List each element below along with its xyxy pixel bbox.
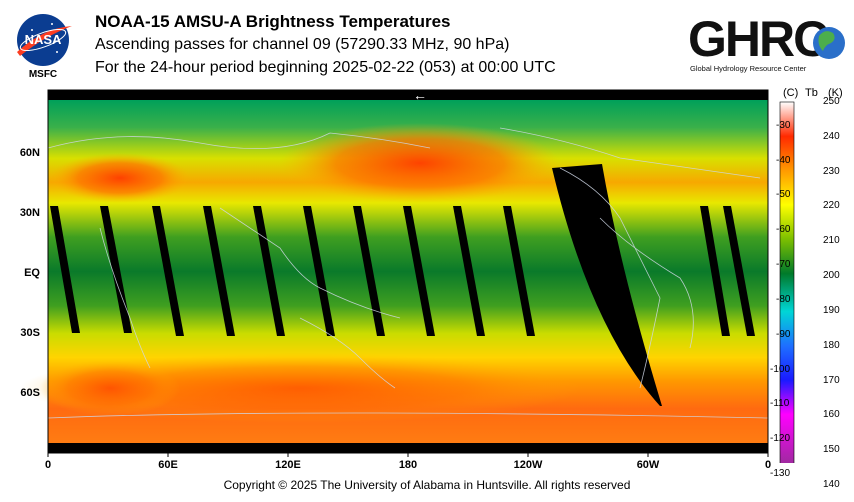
lon-label-180: 180 xyxy=(398,459,418,471)
page-title: NOAA-15 AMSU-A Brightness Temperatures xyxy=(95,12,451,31)
colorbar-kelvin-label: 140 xyxy=(823,479,840,490)
colorbar-celsius-label: -110 xyxy=(770,398,790,410)
lon-label-120e: 120E xyxy=(275,459,301,471)
ghrc-logo: GHRC Global Hydrology Resource Center xyxy=(686,10,854,78)
colorbar-kelvin-label: 250 xyxy=(823,96,840,107)
map-bottom-bar xyxy=(48,443,768,453)
colorbar-celsius-label: -80 xyxy=(776,293,791,305)
colorbar-kelvin-label: 160 xyxy=(823,409,840,421)
colorbar-celsius-label: -70 xyxy=(776,259,791,271)
colorbar-celsius-label: -130 xyxy=(770,468,791,480)
lat-label-30s: 30S xyxy=(20,327,40,339)
colorbar-kelvin-label: 240 xyxy=(823,130,840,142)
colorbar-celsius-label: -30 xyxy=(776,119,791,131)
svg-text:NASA: NASA xyxy=(25,32,62,47)
colorbar-kelvin-label: 150 xyxy=(823,444,840,456)
colorbar-kelvin-label: 180 xyxy=(823,339,840,351)
colorbar-kelvin-label: 170 xyxy=(823,374,840,386)
title-block: NOAA-15 AMSU-A Brightness Temperatures A… xyxy=(95,10,655,79)
colorbar-celsius-label: -90 xyxy=(776,328,791,340)
map-area: ← xyxy=(0,87,854,484)
colorbar-kelvin-label: 230 xyxy=(823,165,840,177)
colorbar-celsius-label: -120 xyxy=(770,433,791,445)
colorbar-kelvin-label: 220 xyxy=(823,200,840,212)
swath-gaps xyxy=(50,164,755,406)
lat-label-60n: 60N xyxy=(19,147,40,159)
svg-text:GHRC: GHRC xyxy=(688,11,828,67)
colorbar-celsius-label: -40 xyxy=(776,154,791,166)
colorbar-kelvin-label: 190 xyxy=(823,304,840,316)
svg-text:Global Hydrology Resource Cent: Global Hydrology Resource Center xyxy=(690,64,807,73)
lat-label-eq: EQ xyxy=(24,267,40,279)
lat-label-60s: 60S xyxy=(20,387,40,399)
lon-label-120w: 120W xyxy=(513,459,543,471)
colorbar-celsius-label: -100 xyxy=(770,363,791,375)
colorbar-celsius-label: -50 xyxy=(776,189,791,201)
sun-arrow: ← xyxy=(413,88,427,103)
lon-label-0-right: 0 xyxy=(764,459,772,471)
colorbar-celsius-label: -60 xyxy=(776,224,791,236)
lon-label-60w: 60W xyxy=(636,459,660,471)
lat-label-30n: 30N xyxy=(19,207,40,219)
lon-label-0-left: 0 xyxy=(44,459,52,471)
colorbar-header-c: (C) xyxy=(783,87,799,99)
subtitle-channel: Ascending passes for channel 09 (57290.3… xyxy=(95,36,510,53)
lon-label-60e: 60E xyxy=(158,459,178,471)
coastlines xyxy=(47,127,769,419)
colorbar-kelvin-label: 210 xyxy=(823,235,840,247)
colorbar-header-k: (K) xyxy=(828,87,843,99)
colorbar-header-tb: Tb xyxy=(805,87,818,99)
colorbar-kelvin-label: 200 xyxy=(823,270,840,282)
nasa-logo: NASA MSFC xyxy=(12,10,74,80)
svg-text:MSFC: MSFC xyxy=(29,69,57,80)
subtitle-period: For the 24-hour period beginning 2025-02… xyxy=(95,59,556,76)
map-top-bar xyxy=(48,90,768,100)
copyright-notice: Copyright © 2025 The University of Alaba… xyxy=(223,478,631,492)
